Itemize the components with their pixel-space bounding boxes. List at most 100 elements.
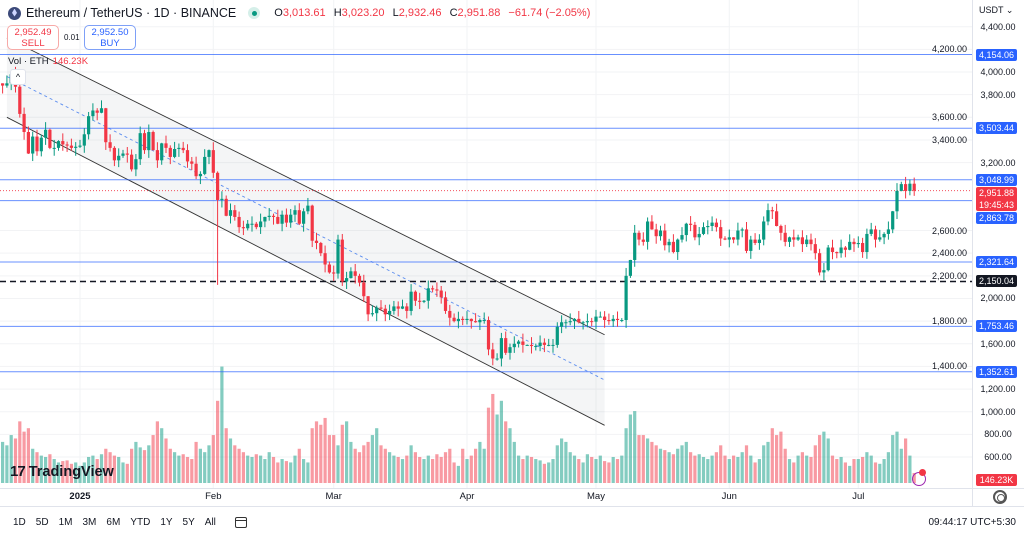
volume-bar	[39, 455, 43, 483]
volume-bar	[624, 428, 628, 483]
volume-bar	[413, 452, 417, 483]
volume-bar	[345, 421, 349, 483]
candle-body	[228, 210, 233, 216]
candle-body	[104, 108, 108, 143]
candle-body	[904, 184, 908, 191]
candle-body	[207, 150, 211, 157]
candle-body	[865, 233, 869, 253]
candle-body	[787, 237, 792, 242]
buy-button[interactable]: 2,952.50 BUY	[84, 25, 136, 50]
price-tick-label: 800.00	[984, 429, 1012, 440]
volume-bar	[504, 421, 508, 483]
range-button-1m[interactable]: 1M	[58, 517, 73, 528]
sell-button[interactable]: 2,952.49 SELL	[7, 25, 59, 50]
volume-bar	[534, 459, 538, 483]
volume-bar	[155, 421, 159, 483]
volume-bar	[207, 445, 211, 483]
candle-body	[56, 141, 61, 148]
candle-body	[529, 344, 534, 347]
range-button-6m[interactable]: 6M	[106, 517, 121, 528]
range-button-5y[interactable]: 5Y	[182, 517, 195, 528]
candle-body	[452, 317, 456, 322]
volume-bar	[499, 400, 503, 483]
candle-body	[732, 237, 736, 240]
symbol-header: Ethereum / TetherUS · 1D · BINANCE O3,01…	[8, 6, 595, 20]
candle-body	[271, 215, 276, 217]
symbol-title[interactable]: Ethereum / TetherUS · 1D · BINANCE	[26, 6, 237, 20]
level-price-tag[interactable]: 3,503.44	[976, 122, 1017, 135]
range-button-5d[interactable]: 5D	[35, 517, 49, 528]
volume-bar	[512, 441, 516, 483]
volume-bar	[852, 459, 856, 483]
candle-body	[332, 272, 336, 274]
currency-select[interactable]: USDT ⌄	[976, 3, 1018, 18]
bottom-toolbar: 1D 5D 1M 3M 6M YTD 1Y 5Y All 09:44:17 UTC+5:30	[0, 506, 1024, 538]
volume-bar	[379, 445, 383, 483]
emoji-icon[interactable]	[912, 469, 926, 486]
tradingview-logo[interactable]: 17 TradingView	[10, 463, 114, 480]
volume-bar	[607, 462, 611, 483]
range-button-3m[interactable]: 3M	[82, 517, 97, 528]
price-tick-label: 1,600.00	[980, 338, 1016, 349]
range-button-1y[interactable]: 1Y	[160, 517, 173, 528]
candle-body	[620, 319, 624, 321]
volume-bar	[418, 456, 422, 483]
spread-value: 0.01	[64, 33, 80, 42]
calendar-icon[interactable]	[234, 517, 247, 528]
candle-body	[259, 221, 263, 228]
candle-body	[82, 134, 86, 146]
candle-body	[297, 210, 301, 224]
range-button-1d[interactable]: 1D	[13, 517, 26, 528]
clock[interactable]: 09:44:17 UTC+5:30	[928, 517, 1016, 528]
volume-bar	[689, 452, 693, 483]
volume-bar	[508, 428, 512, 483]
level-price-tag[interactable]: 2,150.04	[976, 275, 1017, 288]
volume-bar	[568, 452, 572, 483]
volume-bar	[173, 452, 177, 483]
candle-body	[826, 247, 830, 271]
price-tick-label: 3,600.00	[931, 112, 967, 123]
volume-bar	[495, 414, 499, 483]
level-price-tag[interactable]: 1,753.46	[976, 320, 1017, 333]
candle-body	[87, 116, 91, 135]
candle-body	[469, 318, 473, 322]
volume-bar	[650, 441, 654, 483]
candle-body	[340, 239, 344, 282]
volume-bar	[478, 441, 482, 483]
candle-body	[637, 232, 641, 240]
candle-body	[74, 146, 78, 148]
volume-bar	[757, 459, 761, 483]
level-price-tag[interactable]: 3,048.99	[976, 173, 1017, 186]
candle-body	[796, 237, 800, 240]
candle-body	[633, 232, 637, 260]
candle-body	[654, 229, 658, 237]
level-price-tag[interactable]: 4,154.06	[976, 48, 1017, 61]
range-button-ytd[interactable]: YTD	[130, 517, 151, 528]
candle-body	[886, 229, 890, 234]
volume-bar	[486, 407, 491, 483]
volume-bar	[254, 454, 258, 483]
price-tick-label: 3,400.00	[931, 134, 967, 145]
candle-body	[839, 247, 843, 254]
volume-bar	[598, 455, 602, 483]
volume-bar	[327, 435, 331, 483]
level-price-tag[interactable]: 2,863.78	[976, 211, 1017, 224]
settings-gear-icon[interactable]	[993, 490, 1007, 504]
candle-body	[366, 296, 370, 315]
candle-body	[237, 216, 241, 228]
volume-bar	[44, 456, 48, 483]
candle-body	[168, 147, 172, 157]
range-button-all[interactable]: All	[204, 517, 216, 528]
level-price-tag[interactable]: 2,321.64	[976, 256, 1017, 269]
time-tick-label: Apr	[459, 491, 475, 502]
candle-body	[357, 275, 362, 283]
candle-body	[370, 313, 374, 315]
collapse-legend-button[interactable]: ^	[10, 69, 26, 85]
price-chart[interactable]	[0, 0, 1024, 506]
candle-body	[775, 211, 779, 227]
price-tick-label: 3,200.00	[980, 157, 1016, 168]
price-tick-label: 2,600.00	[931, 225, 967, 236]
volume-bar	[61, 461, 65, 483]
candle-body	[65, 144, 69, 146]
level-price-tag[interactable]: 1,352.61	[976, 365, 1017, 378]
